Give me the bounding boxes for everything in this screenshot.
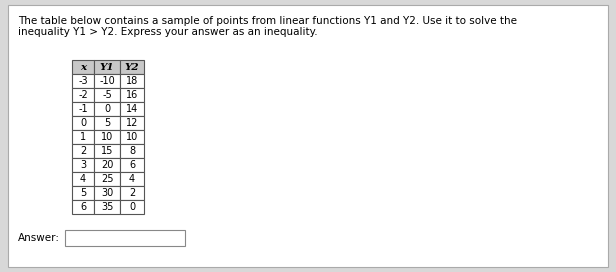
Bar [120,158,144,172]
Bar [94,88,120,102]
Bar [72,158,94,172]
Bar [120,186,144,200]
Bar [120,200,144,214]
Text: Answer:: Answer: [18,233,60,243]
Text: 35: 35 [101,202,113,212]
Text: -1: -1 [78,104,88,114]
Bar [94,144,120,158]
Bar [65,230,185,246]
Text: 15: 15 [101,146,113,156]
Text: 0: 0 [80,118,86,128]
Bar [72,88,94,102]
Text: 30: 30 [101,188,113,198]
Text: 10: 10 [101,132,113,142]
Text: 8: 8 [129,146,135,156]
Text: 5: 5 [104,118,110,128]
Text: 0: 0 [104,104,110,114]
Text: 18: 18 [126,76,138,86]
Text: Y1: Y1 [100,63,115,72]
Bar [72,60,94,74]
Text: 25: 25 [101,174,113,184]
Text: 1: 1 [80,132,86,142]
Text: 20: 20 [101,160,113,170]
Bar [72,172,94,186]
Bar [120,88,144,102]
Bar [94,116,120,130]
Bar [72,130,94,144]
Text: inequality Y1 > Y2. Express your answer as an inequality.: inequality Y1 > Y2. Express your answer … [18,27,318,37]
Bar [72,102,94,116]
Text: 5: 5 [80,188,86,198]
Bar [120,144,144,158]
Bar [120,116,144,130]
Text: 6: 6 [80,202,86,212]
Bar [120,172,144,186]
Text: 2: 2 [80,146,86,156]
Text: -5: -5 [102,90,112,100]
Text: 16: 16 [126,90,138,100]
Bar [120,102,144,116]
Bar [72,144,94,158]
Text: -10: -10 [99,76,115,86]
Bar [94,74,120,88]
Bar [72,186,94,200]
Bar [120,130,144,144]
Text: 0: 0 [129,202,135,212]
Text: 6: 6 [129,160,135,170]
Text: -2: -2 [78,90,88,100]
Bar [94,172,120,186]
FancyBboxPatch shape [8,5,608,267]
Bar [72,116,94,130]
Text: x: x [80,63,86,72]
Text: 3: 3 [80,160,86,170]
Text: 4: 4 [129,174,135,184]
Bar [94,158,120,172]
Bar [120,74,144,88]
Bar [94,186,120,200]
Bar [94,102,120,116]
Text: 14: 14 [126,104,138,114]
Text: -3: -3 [78,76,88,86]
Bar [72,200,94,214]
Text: 12: 12 [126,118,138,128]
Bar [72,74,94,88]
Bar [120,60,144,74]
Text: 10: 10 [126,132,138,142]
Text: 2: 2 [129,188,135,198]
Text: Y2: Y2 [124,63,139,72]
Text: 4: 4 [80,174,86,184]
Bar [94,200,120,214]
Text: The table below contains a sample of points from linear functions Y1 and Y2. Use: The table below contains a sample of poi… [18,16,517,26]
Bar [94,130,120,144]
Bar [94,60,120,74]
